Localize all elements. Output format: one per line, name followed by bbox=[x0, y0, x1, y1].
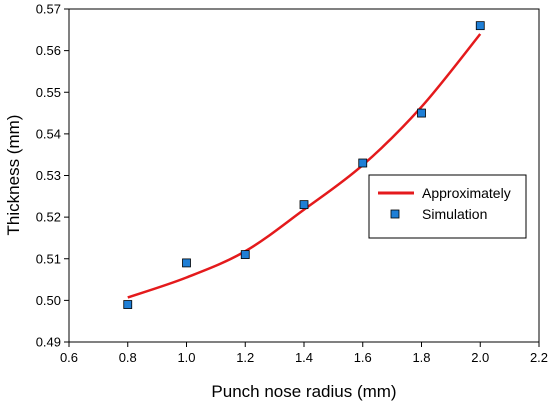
series-line-approximately bbox=[127, 33, 482, 299]
simulation-point bbox=[358, 158, 368, 168]
x-tick-label: 1.2 bbox=[236, 350, 254, 365]
y-axis-tick-labels: 0.49 0.50 0.51 0.52 0.53 0.54 0.55 0.56 0.57 bbox=[36, 2, 61, 350]
y-tick-label: 0.55 bbox=[36, 85, 61, 100]
y-tick-label: 0.57 bbox=[36, 2, 61, 17]
x-axis-ticks bbox=[68, 342, 540, 347]
legend-box bbox=[368, 174, 527, 239]
simulation-point bbox=[475, 21, 485, 31]
x-tick-label: 2.2 bbox=[530, 350, 548, 365]
y-tick-label: 0.51 bbox=[36, 251, 61, 266]
x-tick-label: 1.0 bbox=[177, 350, 195, 365]
y-tick-label: 0.56 bbox=[36, 43, 61, 58]
x-tick-label: 1.8 bbox=[412, 350, 430, 365]
y-tick-label: 0.52 bbox=[36, 210, 61, 225]
simulation-point bbox=[299, 200, 309, 210]
y-tick-label: 0.49 bbox=[36, 335, 61, 350]
x-axis-title: Punch nose radius (mm) bbox=[211, 382, 396, 401]
x-axis-tick-labels: 0.6 0.8 1.0 1.2 1.4 1.6 1.8 2.0 2.2 bbox=[60, 350, 548, 365]
simulation-point bbox=[182, 258, 191, 268]
x-tick-label: 0.8 bbox=[119, 350, 137, 365]
x-tick-label: 1.6 bbox=[354, 350, 372, 365]
series-layer bbox=[123, 21, 485, 309]
simulation-point bbox=[417, 108, 426, 118]
x-tick-label: 1.4 bbox=[295, 350, 313, 365]
simulation-point bbox=[240, 250, 250, 259]
y-axis-ticks bbox=[64, 8, 69, 343]
legend-marker-swatch bbox=[390, 209, 400, 219]
legend: Approximately Simulation bbox=[368, 174, 527, 239]
y-axis-title: Thickness (mm) bbox=[4, 115, 23, 236]
y-tick-label: 0.54 bbox=[36, 126, 61, 141]
y-tick-label: 0.50 bbox=[36, 293, 61, 308]
legend-label-simulation: Simulation bbox=[422, 206, 487, 222]
x-tick-label: 2.0 bbox=[471, 350, 489, 365]
simulation-point bbox=[123, 300, 133, 309]
x-tick-label: 0.6 bbox=[60, 350, 78, 365]
legend-label-approximately: Approximately bbox=[422, 185, 511, 201]
y-tick-label: 0.53 bbox=[36, 168, 61, 183]
